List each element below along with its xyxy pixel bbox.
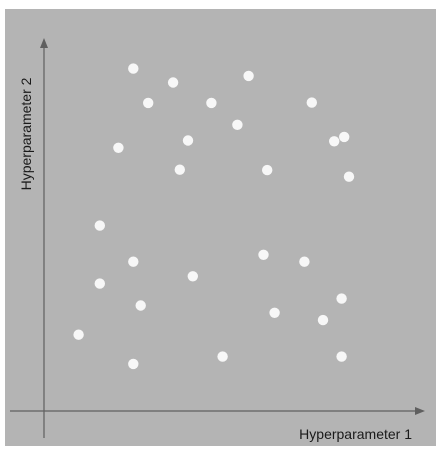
data-points (73, 63, 355, 370)
axes (10, 38, 425, 438)
data-point (243, 70, 254, 82)
data-point (343, 171, 355, 182)
data-point (73, 329, 84, 340)
y-axis-label: Hyperparameter 2 (18, 77, 34, 190)
data-point (94, 278, 106, 289)
data-point (258, 249, 269, 260)
data-point (167, 77, 179, 88)
data-point (206, 97, 217, 109)
data-point (339, 131, 350, 143)
x-axis-label: Hyperparameter 1 (299, 426, 412, 442)
data-point (113, 142, 124, 153)
data-point (94, 220, 106, 231)
data-point (128, 256, 139, 267)
y-axis-arrow (40, 38, 48, 48)
data-point (187, 271, 198, 282)
data-point (336, 351, 347, 362)
data-point (299, 256, 310, 267)
data-point (232, 119, 243, 130)
data-point (336, 293, 347, 304)
data-point (135, 300, 146, 311)
x-axis-arrow (415, 407, 425, 415)
data-point (128, 63, 139, 74)
data-point (262, 164, 273, 176)
data-point (269, 307, 280, 318)
data-point (306, 97, 317, 108)
data-point (143, 97, 154, 109)
data-point (329, 136, 340, 147)
chart-panel (5, 9, 436, 446)
data-point (128, 358, 139, 370)
data-point (174, 164, 185, 175)
data-point (317, 314, 329, 326)
data-point (217, 351, 228, 362)
data-point (182, 135, 194, 146)
